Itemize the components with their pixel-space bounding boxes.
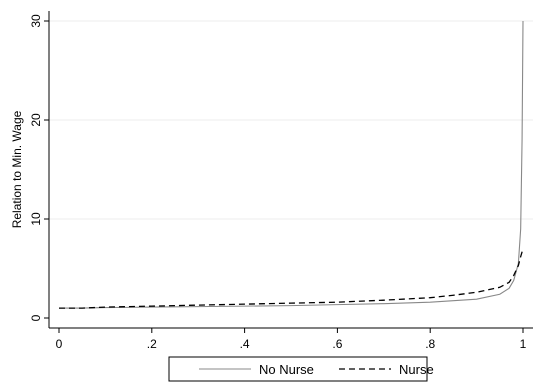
series-line-nurse: [59, 248, 524, 309]
x-tick-label: .4: [240, 337, 250, 351]
y-axis-title: Relation to Min. Wage: [10, 110, 24, 228]
series-layer: [59, 20, 524, 309]
legend-label-no-nurse: No Nurse: [259, 362, 314, 377]
series-line-no-nurse: [59, 20, 524, 309]
y-tick-label: 10: [29, 212, 43, 226]
x-tick-label: .2: [147, 337, 157, 351]
x-tick-label: 0: [56, 337, 63, 351]
x-tick-label: .6: [332, 337, 342, 351]
axis-layer: [44, 11, 533, 333]
x-tick-label: 1: [520, 337, 527, 351]
legend-label-nurse: Nurse: [399, 362, 434, 377]
x-tick-label: .8: [425, 337, 435, 351]
grid-layer: [49, 20, 533, 220]
y-tick-label: 0: [29, 314, 43, 321]
legend: No Nurse Nurse: [168, 356, 434, 382]
label-layer: 0 10 20 30 0 .2 .4 .6 .8 1 Relation to Min. Wage: [10, 14, 527, 351]
y-tick-label: 30: [29, 14, 43, 28]
y-tick-label: 20: [29, 113, 43, 127]
